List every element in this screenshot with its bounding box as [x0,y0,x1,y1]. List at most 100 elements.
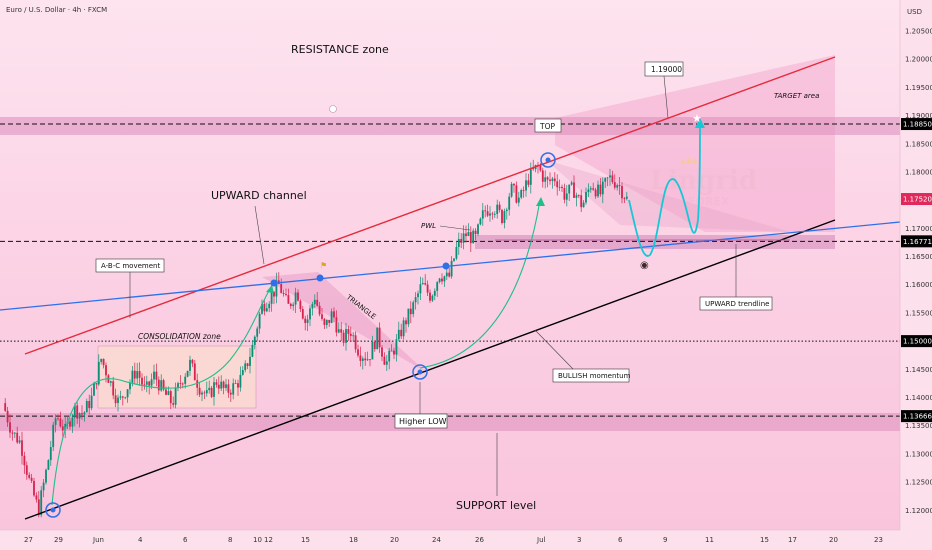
candle-body [498,204,501,210]
candle-body [54,418,57,425]
candle-body [453,258,455,261]
price-tick-label: 1.13000 [905,450,932,458]
price-tags: 1.18850 1.16771 1.15000 1.13666 1.17520 [901,118,932,423]
target-value-label: 1.19000 [651,65,682,74]
price-axis[interactable]: USD 1.205001.200001.195001.190001.185001… [899,0,932,530]
price-tick-label: 1.16500 [905,253,932,261]
candle-body [73,405,76,418]
candle-body [520,190,523,198]
trend-lines [0,56,901,520]
price-tick-label: 1.12000 [905,507,932,515]
candle-body [575,195,578,198]
candle-body [131,370,134,383]
price-level-tag [901,118,932,131]
price-level-value: 1.15000 [903,338,932,346]
candle-body [393,350,395,355]
candle-body [117,397,119,404]
candle-body [150,379,153,386]
candle-body [436,282,439,291]
candle-body [40,490,43,516]
candle-body [347,329,350,334]
channel-upper-line [24,56,836,355]
price-tick-label: 1.19000 [905,112,932,120]
candle-body [597,184,599,197]
trendline-touch-2 [316,274,324,282]
candle-body [49,447,52,461]
candle-body [594,189,597,197]
candle-body [174,388,177,405]
candle-body [76,405,79,419]
trendline-touch-1 [270,279,278,287]
candle-body [592,188,595,190]
candle-body [477,224,479,235]
projection-paths: ★ [51,112,705,506]
time-tick-label: 3 [577,536,581,544]
candle-body [405,320,407,325]
candle-body [364,358,367,361]
candle-body [556,181,559,188]
last-price-value: 1.17520 [903,196,932,204]
candle-body [198,387,201,395]
candle-body [61,426,64,431]
candle-body [186,370,189,377]
candle-body [551,178,554,181]
candle-body [467,232,470,237]
upward-channel-pointer [254,205,265,265]
candle-body [90,395,93,409]
time-tick-label: 10 [253,536,262,544]
candle-body [609,175,611,178]
candle-body [64,423,67,431]
time-tick-label: 6 [618,536,623,544]
candle-body [153,371,155,380]
candle-body [208,387,211,391]
candle-body [541,170,544,182]
target-area-zone [555,55,835,232]
candle-body [169,391,172,404]
top-label: TOP [539,122,555,131]
candle-body [222,381,225,388]
price-level-tag [901,410,932,423]
upward-channel-label: UPWARD channel [211,189,307,202]
candle-body [625,196,628,199]
candle-body [417,293,419,298]
candle-body [124,397,127,399]
star-icon: ★ [692,112,702,125]
consolidation-label: CONSOLIDATION zone [138,332,221,341]
candle-body [16,432,19,443]
candle-body [304,318,307,323]
candle-body [484,210,487,212]
candle-body [388,350,391,362]
time-tick-label: 26 [475,536,484,544]
candle-body [573,182,575,198]
candle-body [217,384,220,389]
time-axis-bg [0,530,932,550]
pwl-label: PWL [421,222,436,230]
price-tick-label: 1.13500 [905,422,932,430]
candle-body [424,283,427,285]
candle-body [294,292,297,305]
candle-body [52,424,55,448]
bullish-label: BULLISH momentum [558,372,631,380]
candle-body [155,371,158,380]
candle-body [239,374,242,388]
candle-body [429,292,431,301]
candle-body [431,295,434,301]
candle-body [270,291,273,304]
candle-body [532,168,535,170]
candle-body [479,218,482,225]
candle-body [486,211,489,216]
price-tick-label: 1.18000 [905,168,932,176]
candle-body [515,185,518,203]
candle-body [481,210,484,219]
candle-body [33,480,35,496]
candle-body [568,184,571,194]
time-axis[interactable]: 27 29 Jun 4 6 8 10 12 15 18 20 24 26 Jul 3 6 9 11 15 17 20 23 [0,529,932,550]
candle-body [297,292,299,301]
currency-label: USD [907,8,922,16]
flag-icon: ⚑ [320,261,327,270]
price-tick-label: 1.15500 [905,309,932,317]
candle-body [282,292,285,294]
candle-body [35,495,38,500]
candle-body [184,376,187,384]
